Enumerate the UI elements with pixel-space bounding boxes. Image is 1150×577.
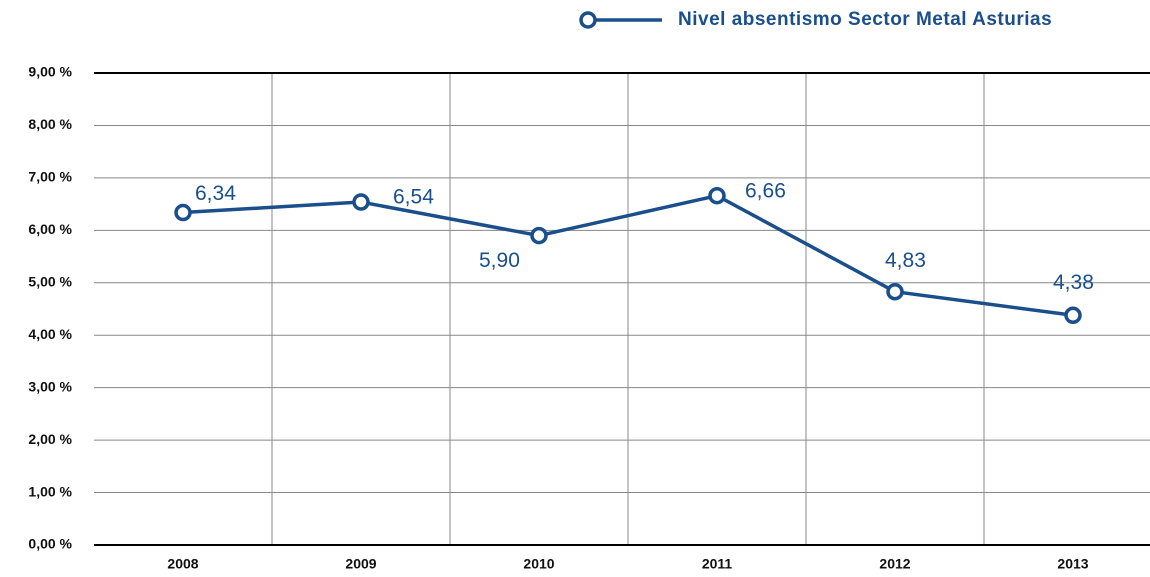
- point: [1064, 306, 1082, 325]
- point: [530, 226, 548, 245]
- y-tick-label: 8,00 %: [28, 116, 72, 132]
- point: [174, 203, 192, 222]
- y-tick-label: 7,00 %: [28, 169, 72, 185]
- point: [352, 193, 370, 211]
- y-tick-label: 4,00 %: [28, 326, 72, 342]
- point: [708, 186, 726, 205]
- data-label: 4,83: [885, 249, 926, 272]
- y-tick-label: 9,00 %: [28, 64, 72, 80]
- x-tick-label: 2012: [879, 556, 910, 572]
- line: [182, 193, 1074, 318]
- data-label: 6,54: [393, 186, 434, 209]
- x-tick-label: 2011: [702, 556, 733, 572]
- y-tick-label: 1,00 %: [28, 483, 72, 499]
- x-tick-label: 2010: [523, 556, 554, 572]
- data-label: 5,90: [479, 249, 520, 272]
- y-tick-label: 0,00 %: [28, 536, 72, 552]
- data-label: 4,38: [1053, 271, 1094, 294]
- data-label: 6,34: [195, 182, 236, 205]
- x-tick-label: 2013: [1057, 556, 1088, 572]
- y-tick-label: 5,00 %: [28, 273, 72, 289]
- y-tick-label: 6,00 %: [28, 221, 72, 237]
- legend-marker: [579, 11, 597, 29]
- legend-label: Nivel absentismo Sector Metal Asturias: [678, 9, 1052, 30]
- x-tick-label: 2008: [167, 556, 198, 572]
- data-label: 6,66: [745, 179, 786, 202]
- x-tick-label: 2009: [345, 556, 376, 572]
- y-tick-label: 3,00 %: [28, 378, 72, 394]
- y-tick-label: 2,00 %: [28, 431, 72, 447]
- point: [886, 282, 904, 301]
